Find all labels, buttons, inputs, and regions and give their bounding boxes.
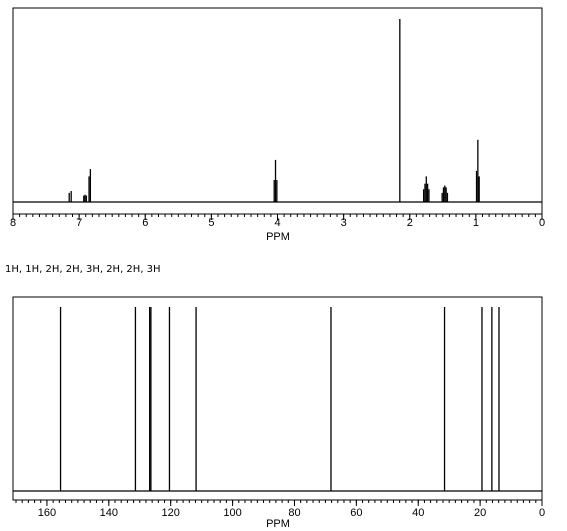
c13-x-tick-label: 120 <box>162 507 180 519</box>
c13-x-tick-label: 140 <box>100 507 118 519</box>
c13-x-tick-label: 80 <box>288 507 300 519</box>
c13-spectrum-panel: 160 140 120 100 80 60 40 20 0 PPM <box>12 296 545 530</box>
c13-x-axis-label: PPM <box>266 518 290 530</box>
h1-spectrum-panel: 8 7 6 5 4 3 2 1 0 PPM <box>10 7 545 243</box>
c13-x-tick-label: 40 <box>412 507 424 519</box>
c13-x-axis-ticks <box>15 500 543 506</box>
h1-x-tick-label: 1 <box>473 217 479 229</box>
c13-x-tick-labels: 160 140 120 100 80 60 40 20 0 <box>38 507 545 519</box>
c13-x-tick-label: 20 <box>474 507 486 519</box>
integration-summary: 1H, 1H, 2H, 2H, 3H, 2H, 2H, 3H <box>5 264 161 275</box>
h1-x-tick-label: 2 <box>407 217 413 229</box>
c13-x-tick-label: 100 <box>223 507 241 519</box>
h1-x-tick-label: 0 <box>539 217 545 229</box>
h1-x-axis-label: PPM <box>266 231 290 243</box>
h1-peak-lines <box>68 19 480 202</box>
c13-x-tick-label: 60 <box>350 507 362 519</box>
h1-x-tick-labels: 8 7 6 5 4 3 2 1 0 <box>10 217 545 229</box>
h1-x-tick-label: 6 <box>142 217 148 229</box>
h1-x-tick-label: 8 <box>10 217 16 229</box>
c13-plot-frame <box>12 296 543 501</box>
h1-plot-frame <box>12 7 543 215</box>
h1-x-tick-label: 4 <box>274 217 280 229</box>
c13-x-tick-label: 160 <box>38 507 56 519</box>
h1-x-tick-label: 7 <box>76 217 82 229</box>
c13-peak-lines <box>59 307 500 491</box>
c13-x-tick-label: 0 <box>539 507 545 519</box>
h1-x-tick-label: 3 <box>341 217 347 229</box>
h1-x-axis-ticks <box>12 214 543 220</box>
h1-x-tick-label: 5 <box>208 217 214 229</box>
